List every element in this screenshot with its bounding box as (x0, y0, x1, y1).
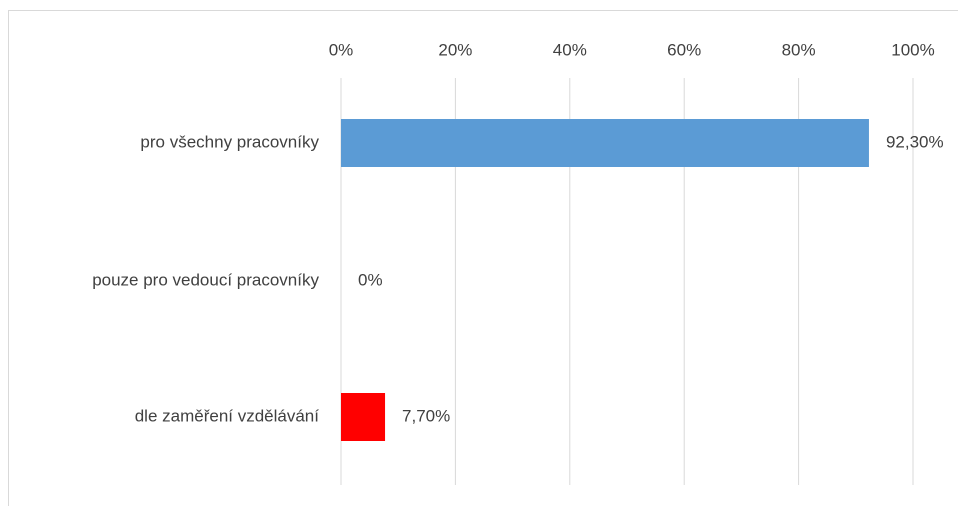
x-tick-label: 60% (667, 40, 701, 59)
x-tick-label: 20% (438, 40, 472, 59)
bar (341, 119, 869, 167)
bar (341, 393, 386, 441)
gridlines (340, 78, 914, 485)
data-label: 0% (358, 270, 383, 289)
x-tick-labels: 0% 20% 40% 60% 80% 100% (329, 40, 935, 59)
data-labels: 92,30% 0% 7,70% (358, 132, 944, 425)
category-label: pouze pro vedoucí pracovníky (92, 270, 319, 289)
x-tick-label: 100% (891, 40, 934, 59)
data-label: 92,30% (886, 132, 944, 151)
data-label: 7,70% (402, 406, 450, 425)
category-label: pro všechny pracovníky (140, 132, 319, 151)
chart-frame (8, 10, 958, 506)
category-labels: pro všechny pracovníky pouze pro vedoucí … (92, 132, 319, 425)
bars (341, 119, 869, 441)
x-tick-label: 40% (553, 40, 587, 59)
x-tick-label: 80% (782, 40, 816, 59)
category-label: dle zaměření vzdělávání (135, 406, 320, 425)
x-tick-label: 0% (329, 40, 354, 59)
